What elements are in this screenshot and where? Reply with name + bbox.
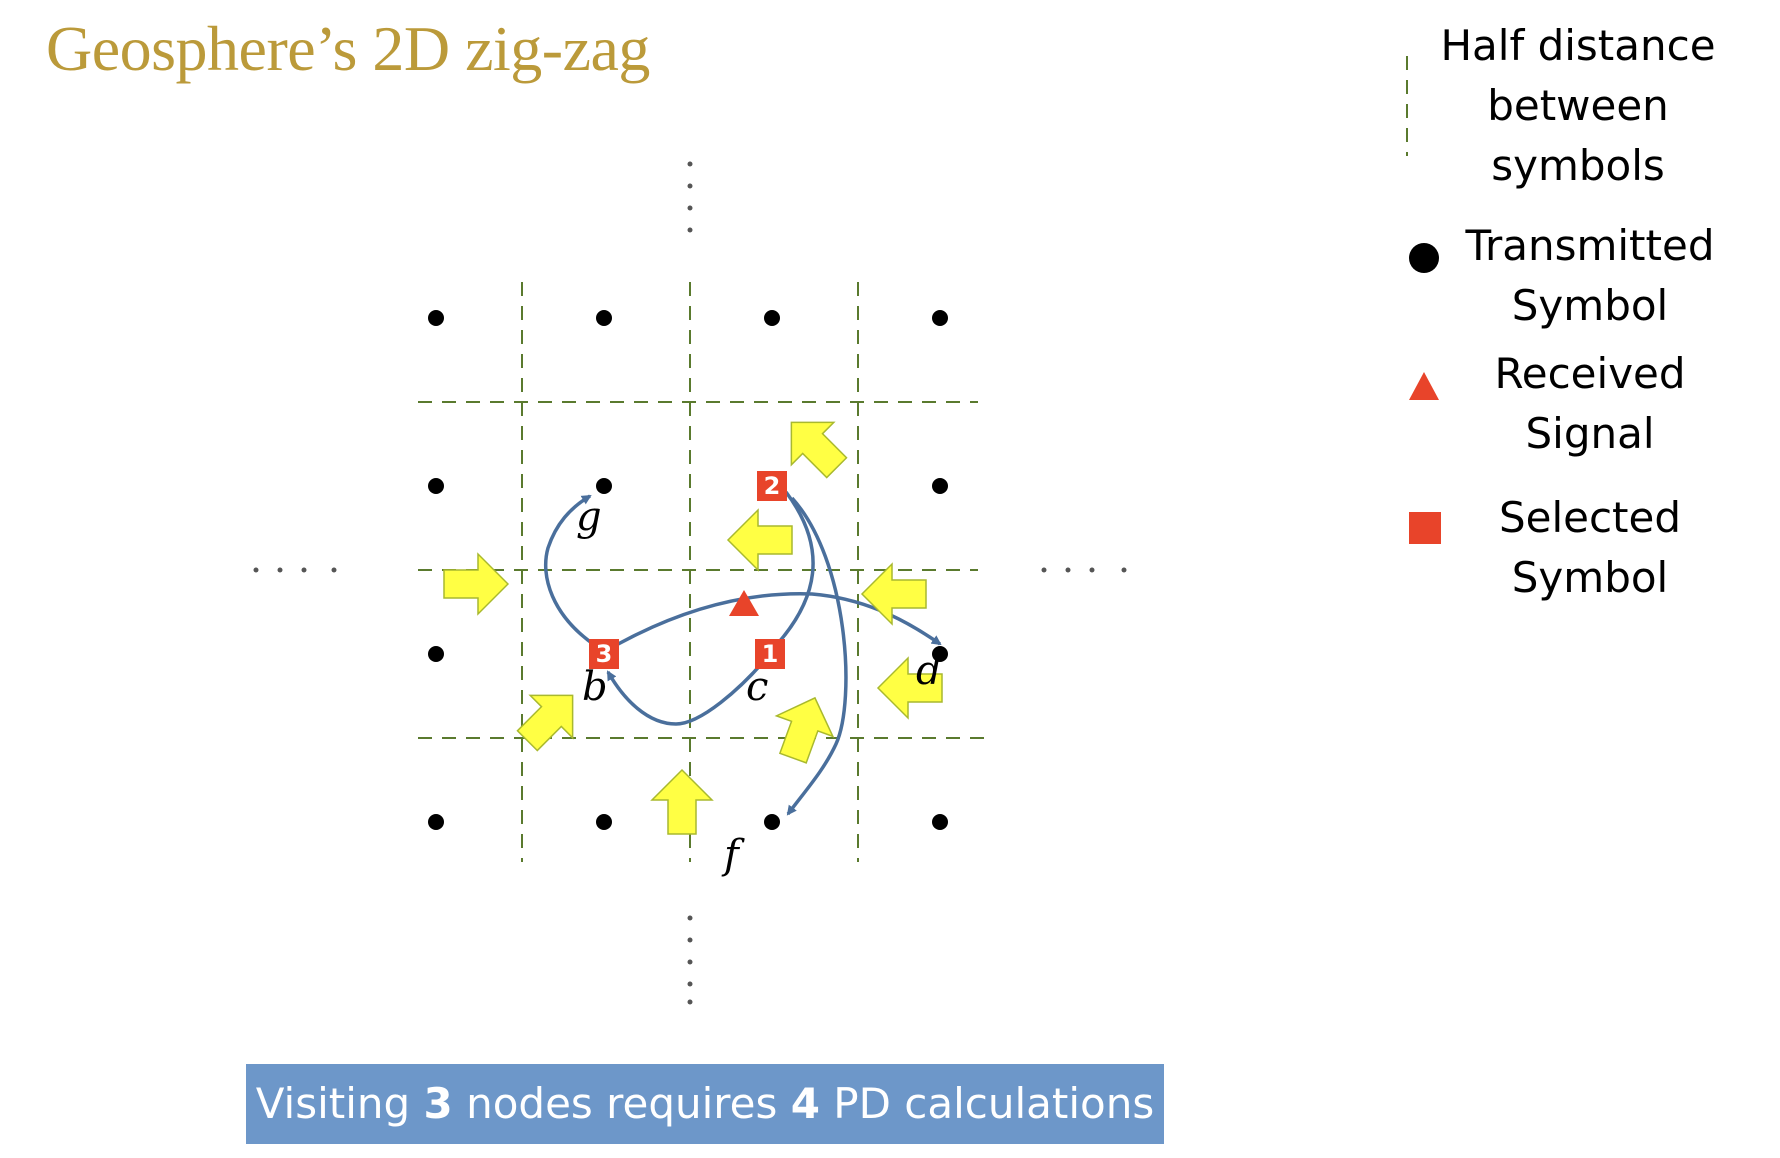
legend-square-icon — [1409, 512, 1441, 544]
yellow-arrow — [516, 694, 574, 752]
path-1-to-3 — [606, 652, 772, 726]
path-3-to-g — [543, 494, 597, 648]
svg-text:2: 2 — [764, 472, 781, 500]
symbol-dot — [932, 310, 948, 326]
symbol-dot — [596, 310, 612, 326]
yellow-arrow — [726, 508, 793, 572]
legend-received: Received Signal — [1494, 349, 1686, 458]
symbol-dot — [428, 646, 444, 662]
symbol-dot — [596, 814, 612, 830]
yellow-arrows — [443, 421, 943, 835]
yellow-arrow — [774, 696, 835, 764]
yellow-arrow — [876, 656, 943, 720]
yellow-arrow — [860, 562, 927, 626]
received-signal-triangle — [729, 590, 759, 616]
page-title: Geosphere’s 2D zig-zag — [46, 13, 650, 84]
symbol-dot — [428, 478, 444, 494]
continuation-dots — [253, 161, 1127, 1005]
yellow-arrow — [790, 421, 848, 479]
path-3-to-d — [603, 592, 942, 654]
legend-selected: Selected Symbol — [1498, 493, 1682, 602]
symbol-dot — [764, 814, 780, 830]
selected-symbol-3 — [589, 639, 619, 669]
summary-banner: Visiting 3 nodes requires 4 PD calculati… — [246, 1064, 1164, 1144]
symbol-dot — [932, 646, 948, 662]
label-c: c — [746, 664, 768, 710]
path-1-to-2 — [768, 490, 815, 654]
symbol-dot — [428, 310, 444, 326]
transmitted-symbols — [428, 310, 948, 830]
svg-text:3: 3 — [596, 640, 613, 668]
yellow-arrow — [443, 552, 510, 616]
symbol-dot — [932, 478, 948, 494]
path-2-to-f — [786, 496, 848, 816]
selected-symbol-1 — [755, 639, 785, 669]
legend-symbols — [1406, 56, 1441, 544]
half-distance-grid — [418, 282, 992, 862]
selected-symbols: 1 2 3 — [589, 471, 787, 669]
symbol-dot — [596, 478, 612, 494]
search-path — [543, 490, 942, 816]
legend-half-distance: Half distance between symbols — [1440, 21, 1716, 190]
symbol-dot — [764, 310, 780, 326]
legend-dot-icon — [1409, 243, 1439, 273]
label-b: b — [582, 664, 608, 710]
point-labels: g b c d f — [576, 494, 942, 878]
legend-triangle-icon — [1409, 372, 1439, 400]
label-g: g — [576, 494, 602, 540]
legend-transmitted: Transmitted Symbol — [1465, 221, 1715, 330]
label-f: f — [721, 832, 745, 878]
selected-symbol-2 — [757, 471, 787, 501]
symbol-dot — [932, 814, 948, 830]
yellow-arrow — [650, 768, 714, 835]
svg-text:1: 1 — [762, 640, 779, 668]
symbol-dot — [428, 814, 444, 830]
label-d: d — [916, 648, 942, 694]
